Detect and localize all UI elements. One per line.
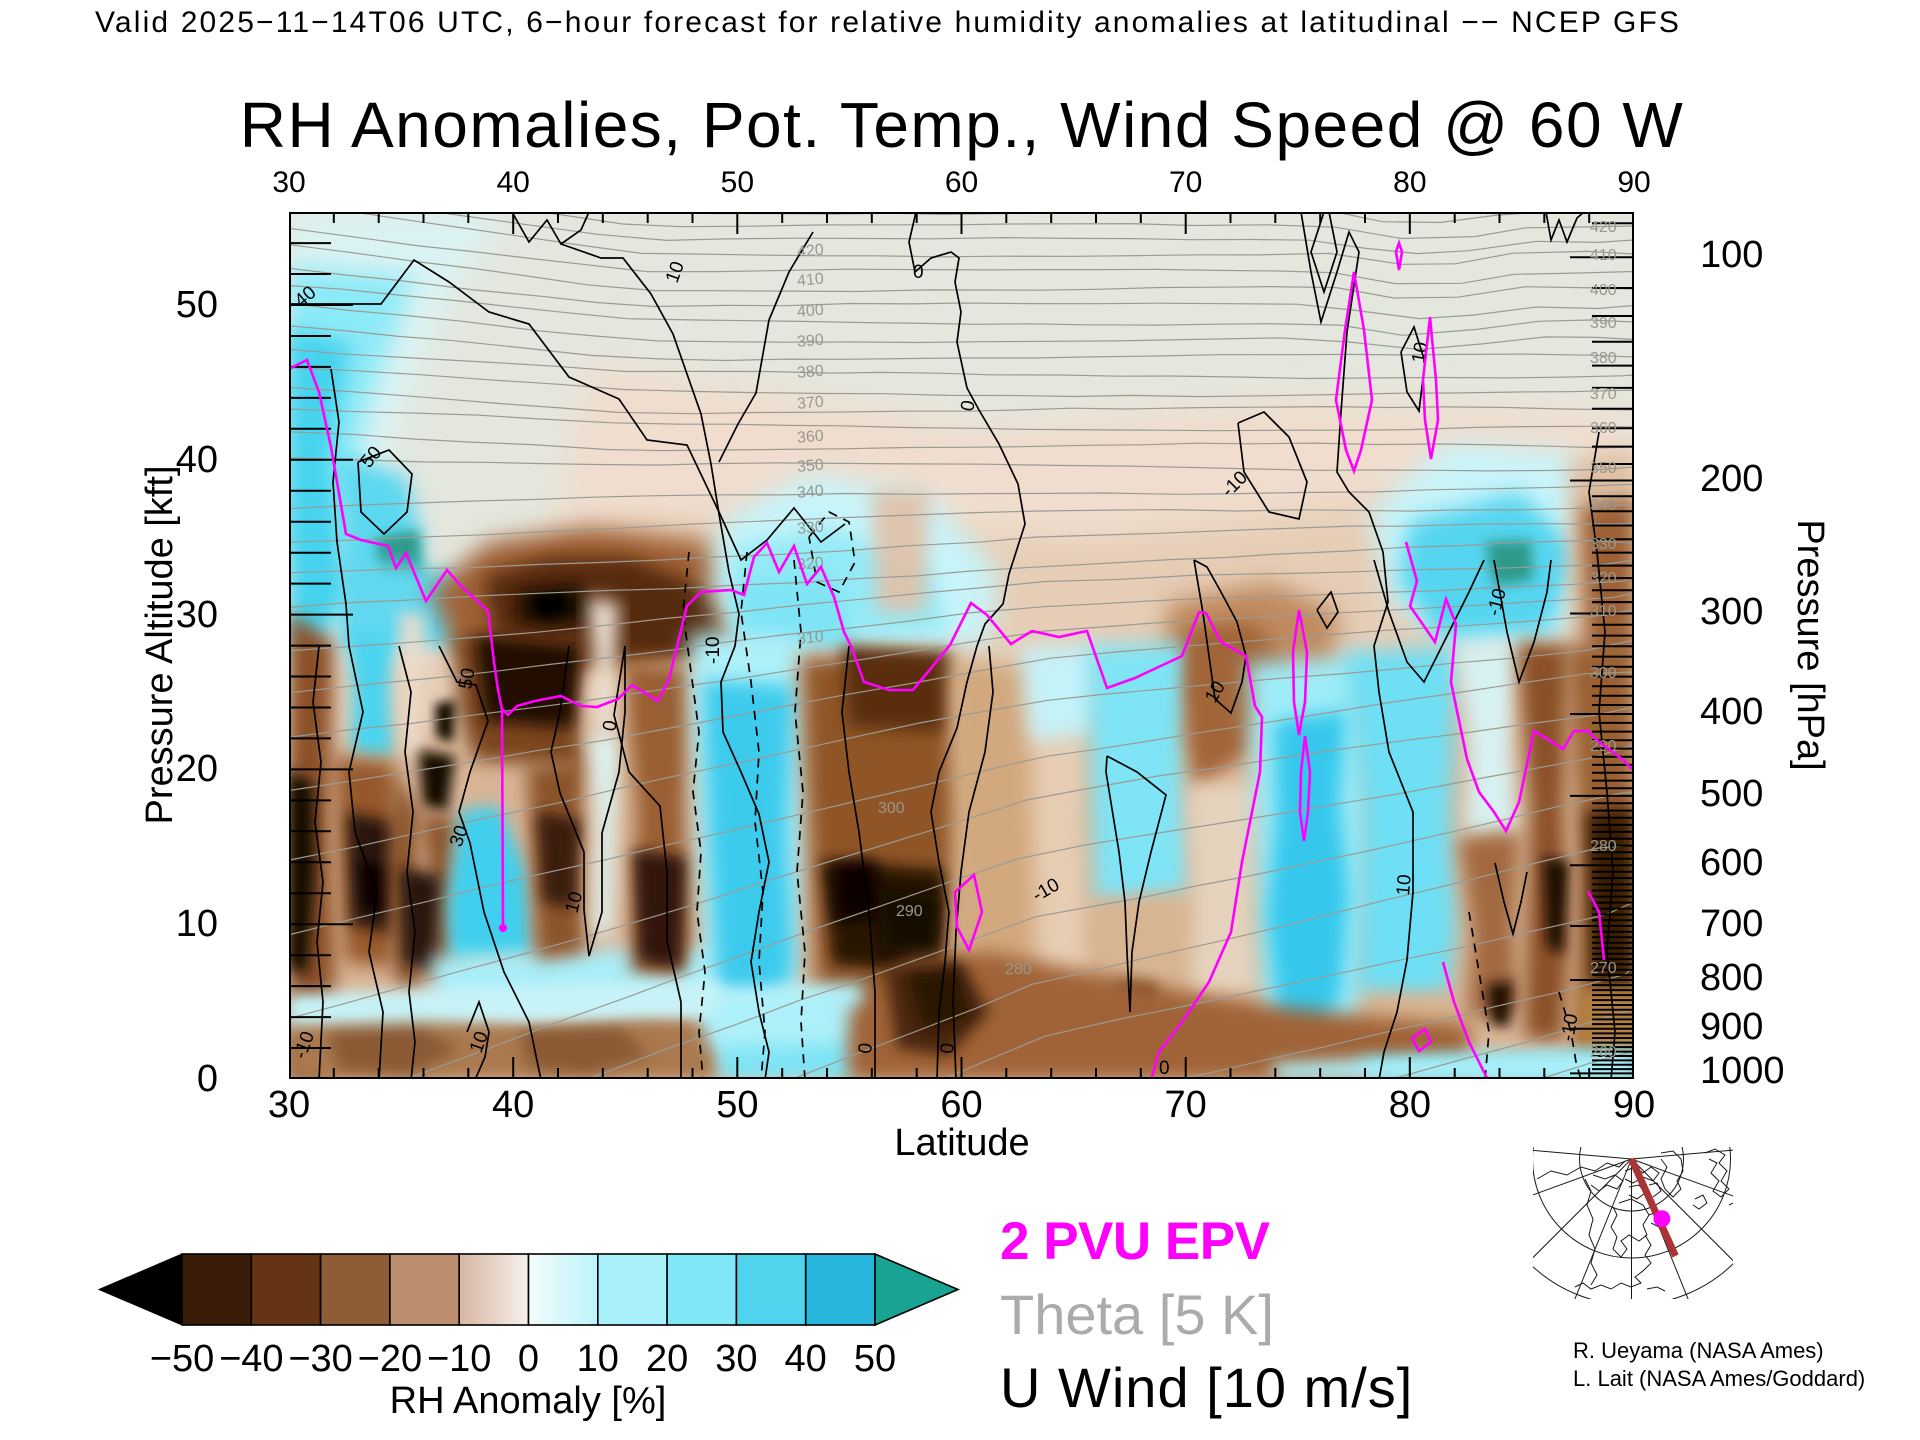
svg-text:390: 390 [796,332,824,351]
svg-text:0: 0 [1159,1058,1170,1079]
svg-text:370: 370 [1590,386,1617,403]
svg-text:280: 280 [1005,961,1032,978]
svg-text:390: 390 [1590,315,1617,332]
svg-text:400: 400 [796,302,824,321]
svg-text:40: 40 [785,1338,827,1380]
svg-text:420: 420 [796,242,824,261]
svg-text:290: 290 [896,903,923,920]
svg-text:320: 320 [796,555,824,574]
svg-text:10: 10 [1393,874,1416,897]
svg-text:410: 410 [1590,247,1617,264]
svg-text:−20: −20 [358,1338,422,1380]
svg-text:340: 340 [796,483,824,502]
svg-text:380: 380 [1590,350,1617,367]
svg-text:−10: −10 [427,1338,491,1380]
svg-text:30: 30 [715,1338,757,1380]
svg-text:280: 280 [1590,838,1617,855]
svg-text:20: 20 [646,1338,688,1380]
svg-text:50: 50 [455,666,479,690]
svg-text:310: 310 [1590,603,1617,620]
svg-text:0: 0 [913,262,924,283]
svg-text:-10: -10 [1557,1012,1582,1043]
svg-text:350: 350 [1590,460,1617,477]
svg-text:360: 360 [796,428,824,447]
svg-text:420: 420 [1590,219,1617,236]
svg-text:400: 400 [1590,282,1617,299]
svg-text:410: 410 [796,271,824,290]
svg-text:270: 270 [1590,960,1617,977]
svg-text:300: 300 [878,800,905,817]
svg-text:10: 10 [577,1338,619,1380]
svg-text:0: 0 [599,719,622,733]
svg-text:-10: -10 [703,637,724,664]
svg-text:350: 350 [796,457,824,476]
svg-text:50: 50 [854,1338,896,1380]
svg-text:330: 330 [1590,536,1617,553]
svg-text:0: 0 [855,1042,877,1054]
svg-text:360: 360 [1590,420,1617,437]
svg-text:−40: −40 [219,1338,283,1380]
svg-text:260: 260 [1590,1044,1617,1061]
svg-text:320: 320 [1590,570,1617,587]
svg-text:0: 0 [937,1042,959,1054]
svg-text:300: 300 [1590,665,1617,682]
svg-text:−50: −50 [150,1338,214,1380]
svg-text:380: 380 [796,363,824,382]
svg-text:10: 10 [1408,340,1432,364]
svg-text:330: 330 [796,519,824,538]
svg-text:0: 0 [957,399,980,413]
svg-text:370: 370 [796,394,824,413]
svg-text:340: 340 [1590,497,1617,514]
svg-text:310: 310 [796,629,824,648]
svg-text:0: 0 [518,1338,539,1380]
svg-text:−30: −30 [288,1338,352,1380]
